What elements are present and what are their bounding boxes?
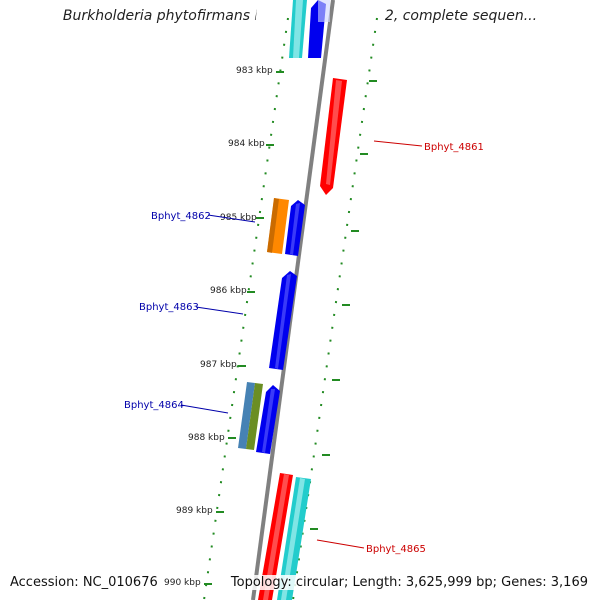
gene-bphyt-4862[interactable] [267, 198, 289, 254]
gene-cyan-989[interactable] [277, 477, 311, 600]
label-bphyt-4862[interactable]: Bphyt_4862 [151, 211, 211, 222]
tick-group: 983 kbp 984 kbp 985 kbp 986 kbp 987 kbp … [164, 66, 284, 588]
gene-blue-988[interactable] [256, 385, 280, 454]
gene-bphyt-4861[interactable] [320, 78, 347, 195]
label-bphyt-4861[interactable]: Bphyt_4861 [424, 142, 484, 153]
label-bphyt-4864[interactable]: Bphyt_4864 [124, 400, 184, 411]
label-bphyt-4865[interactable]: Bphyt_4865 [366, 544, 426, 555]
tick-label-989: 989 kbp [176, 506, 213, 516]
gene-bphyt-4865[interactable] [258, 473, 293, 600]
topology-text: Topology: circular; Length: 3,625,999 bp… [228, 575, 590, 590]
label-bphyt-4863[interactable]: Bphyt_4863 [139, 302, 199, 313]
leader-4861 [373, 140, 423, 147]
tick-label-988: 988 kbp [188, 433, 225, 443]
right-tick-group [310, 80, 377, 530]
tick-label-984: 984 kbp [228, 139, 265, 149]
tick-label-985: 985 kbp [220, 213, 257, 223]
gene-bphyt-4863[interactable] [269, 271, 297, 370]
leader-4863 [195, 306, 244, 315]
gene-bphyt-4864[interactable] [238, 382, 263, 450]
leader-4864 [180, 404, 229, 414]
top-highlight [318, 0, 330, 22]
gene-top-cyan[interactable] [289, 0, 307, 58]
tick-label-987: 987 kbp [200, 360, 237, 370]
tick-label-986: 986 kbp [210, 286, 247, 296]
gene-blue-985[interactable] [285, 200, 305, 256]
tick-label-983: 983 kbp [236, 66, 273, 76]
accession-text: Accession: NC_010676 [8, 575, 160, 590]
leader-4865 [316, 539, 365, 549]
tick-label-990: 990 kbp [164, 578, 201, 588]
leader-4862 [207, 214, 256, 223]
